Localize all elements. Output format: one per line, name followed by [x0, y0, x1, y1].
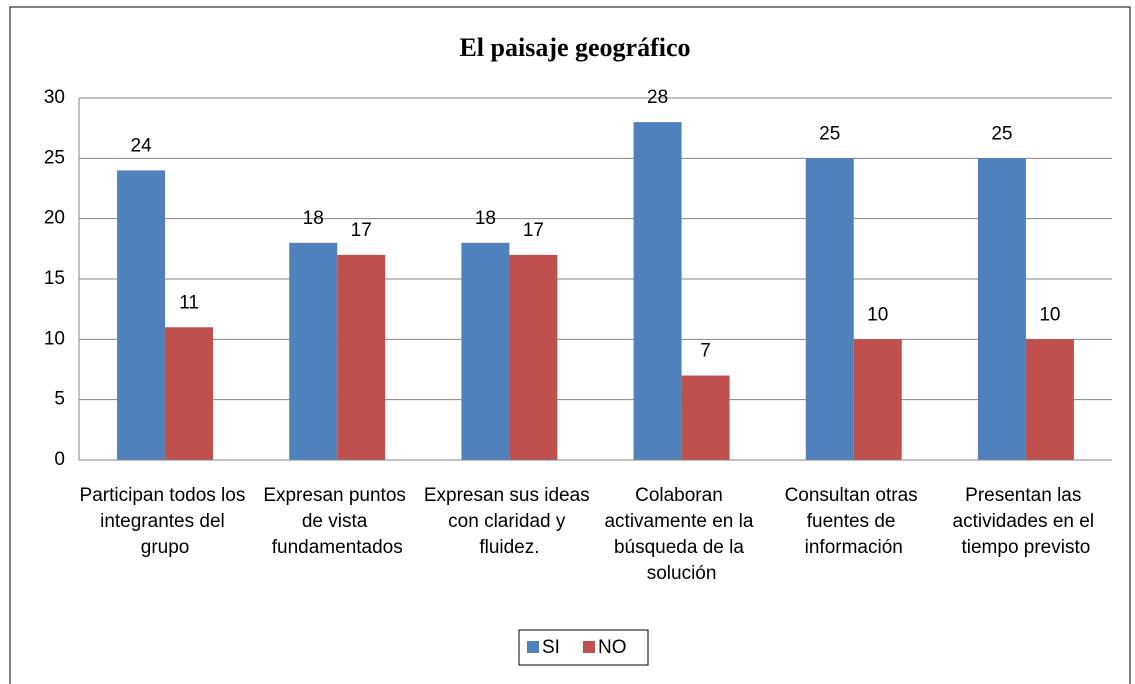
data-label: 17: [351, 220, 372, 241]
x-tick-label: Presentan las actividades en el tiempo p…: [953, 485, 1100, 558]
data-label: 25: [819, 123, 840, 144]
bar: [805, 158, 854, 461]
bar: [633, 122, 682, 460]
data-label: 28: [647, 87, 668, 108]
legend-swatch: [583, 641, 595, 653]
data-label: 10: [1039, 304, 1060, 325]
legend-label: SI: [542, 637, 560, 658]
x-tick-label: Colaboran activamente en la búsqueda de …: [604, 485, 758, 584]
bar: [165, 327, 214, 460]
x-tick-label: Expresan sus ideas con claridad y fluide…: [424, 485, 595, 558]
data-label: 11: [179, 292, 199, 313]
y-tick-label: 25: [44, 147, 65, 168]
y-tick-label: 0: [54, 449, 65, 470]
data-label: 24: [131, 135, 153, 156]
x-tick-label: Participan todos los integrantes del gru…: [80, 485, 251, 558]
legend-label: NO: [598, 637, 627, 658]
x-tick-label: Consultan otras fuentes de información: [785, 485, 923, 558]
y-tick-label: 5: [54, 389, 65, 410]
bar: [1025, 339, 1074, 460]
legend-swatch: [527, 641, 539, 653]
bar: [509, 254, 558, 460]
bar: [337, 254, 386, 460]
bar: [117, 170, 166, 460]
bar: [461, 242, 510, 460]
y-tick-label: 20: [44, 208, 65, 229]
y-tick-label: 15: [44, 268, 65, 289]
y-tick-label: 30: [44, 87, 65, 108]
bar: [977, 158, 1026, 461]
data-label: 7: [700, 341, 711, 362]
data-label: 18: [303, 208, 324, 229]
bar: [681, 375, 730, 460]
bar: [853, 339, 902, 460]
data-label: 10: [867, 304, 888, 325]
y-tick-label: 10: [44, 328, 65, 349]
chart-title: El paisaje geográfico: [459, 33, 690, 62]
x-tick-label: Expresan puntos de vista fundamentados: [263, 485, 411, 558]
data-label: 18: [475, 208, 496, 229]
data-label: 17: [523, 220, 544, 241]
data-label: 25: [991, 123, 1012, 144]
bar: [289, 242, 338, 460]
